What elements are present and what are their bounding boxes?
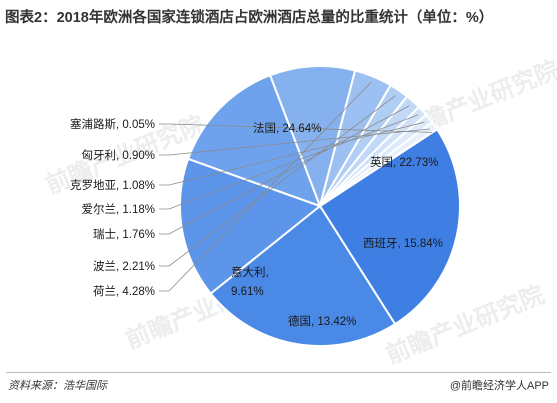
leader-line [159,123,433,133]
pie-slice-2 [209,204,397,347]
slice-label: 德国, 13.42% [288,314,356,328]
pie-slice-1 [318,127,461,326]
leader-line [159,95,396,267]
leader-line [159,128,430,156]
slice-label: 塞浦路斯, 0.05% [70,117,155,131]
brand-credit: @前瞻经济学人APP [449,380,549,392]
leader-line [159,81,372,292]
leader-line [159,114,419,210]
source-note: 资料来源：浩华国际 [8,380,107,392]
slice-label: 克罗地亚, 1.08% [70,179,155,192]
footer-divider [6,372,551,373]
pie-slice-3 [179,157,323,295]
leader-line [159,105,410,235]
slice-label: 法国, 24.64% [253,121,321,135]
slice-label: 爱尔兰, 1.18% [82,202,156,216]
leader-lines [159,81,433,292]
slice-labels: 法国, 24.64% 英国, 22.73% 西班牙, 15.84% 德国, 13.42… [70,117,443,328]
chart-title: 图表2：2018年欧洲各国家连锁酒店占欧洲酒店总量的比重统计（单位：%） [5,10,494,26]
slice-label: 意大利, [231,265,269,279]
pie-slices [179,65,461,347]
slice-label: 匈牙利, 0.90% [82,148,156,162]
slice-label: 波兰, 2.21% [93,260,155,273]
pie-slice-4 [186,73,322,208]
slice-label: 西班牙, 15.84% [363,237,443,250]
pie-slice-5 [268,65,357,210]
slice-label: 荷兰, 4.28% [93,285,155,298]
slice-value: 9.61% [231,286,264,298]
slice-label: 英国, 22.73% [370,155,438,169]
pie-slice-12 [319,127,439,207]
slice-label: 瑞士, 1.76% [93,227,155,241]
